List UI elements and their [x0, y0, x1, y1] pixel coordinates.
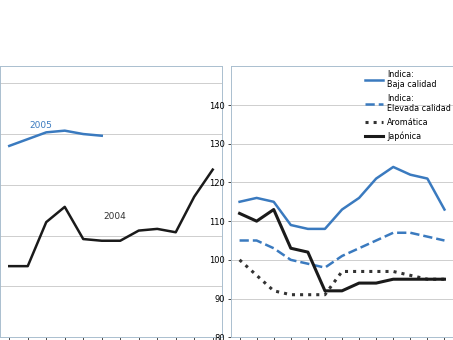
Legend: Indica:
Baja calidad, Indica:
Elevada calidad, Aromática, Japónica: Indica: Baja calidad, Indica: Elevada ca…: [363, 68, 453, 143]
Text: Precio de exportación: Precio de exportación: [76, 12, 192, 22]
Text: FAO para el arroz (1998-2000=100): FAO para el arroz (1998-2000=100): [240, 47, 425, 56]
Text: del arroz (Thai 100% B, f.o.b.): del arroz (Thai 100% B, f.o.b.): [11, 47, 166, 56]
Text: 2004: 2004: [104, 212, 126, 221]
Text: Índices de precios de la: Índices de precios de la: [298, 12, 424, 24]
Text: Figura 15.: Figura 15.: [11, 12, 71, 22]
Text: Figura 16.: Figura 16.: [240, 12, 300, 22]
Text: 2005: 2005: [29, 121, 53, 130]
